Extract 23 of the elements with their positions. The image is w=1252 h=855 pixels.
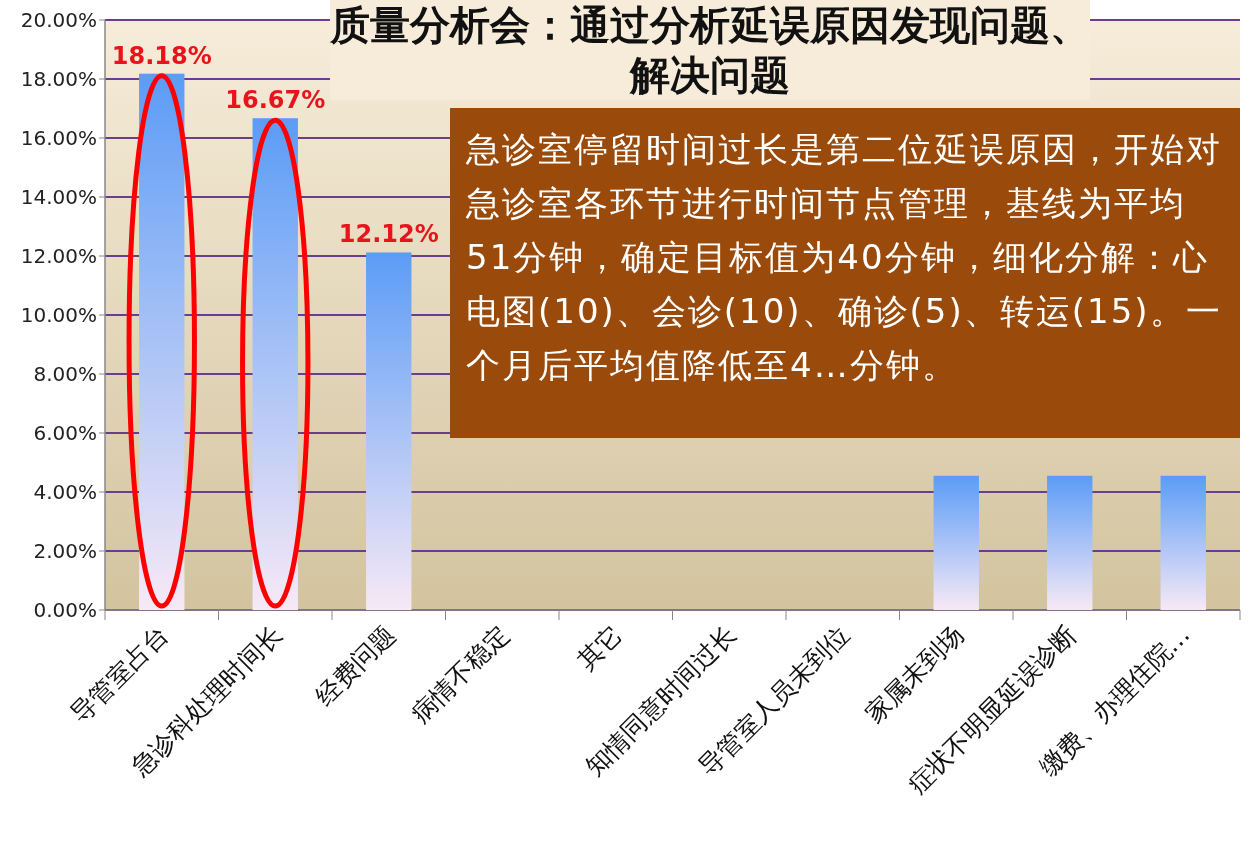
bar <box>933 475 979 610</box>
y-tick-label: 20.00% <box>20 8 97 32</box>
annotation: 急诊室停留时间过长是第二位延误原因，开始对急诊室各环节进行时间节点管理，基线为平均51分钟，确定目标值为40分钟，细化分解：心电图(10)、会诊(10)、确诊(5)、转运(15)。一个月后平均值降低至4…分钟。 <box>450 108 1240 438</box>
y-tick-label: 6.00% <box>33 421 97 445</box>
y-tick-label: 2.00% <box>33 539 97 563</box>
bar <box>366 252 412 610</box>
y-tick-label: 18.00% <box>20 67 97 91</box>
x-tick-label: 其它 <box>572 619 628 676</box>
y-tick-label: 14.00% <box>20 185 97 209</box>
y-tick-label: 16.00% <box>20 126 97 150</box>
bar <box>1160 475 1206 610</box>
y-tick-label: 10.00% <box>20 303 97 327</box>
y-tick-label: 0.00% <box>33 598 97 622</box>
data-label: 18.18% <box>111 41 212 70</box>
y-tick-label: 8.00% <box>33 362 97 386</box>
data-label: 16.67% <box>225 86 326 115</box>
y-tick-label: 4.00% <box>33 480 97 504</box>
y-tick-label: 12.00% <box>20 244 97 268</box>
bar <box>1047 475 1093 610</box>
x-tick-label: 病情不稳定 <box>405 619 515 729</box>
chart-title: 质量分析会：通过分析延误原因发现问题、解决问题 <box>330 0 1090 100</box>
data-label: 12.12% <box>338 220 439 249</box>
x-tick-label: 经费问题 <box>309 619 401 711</box>
